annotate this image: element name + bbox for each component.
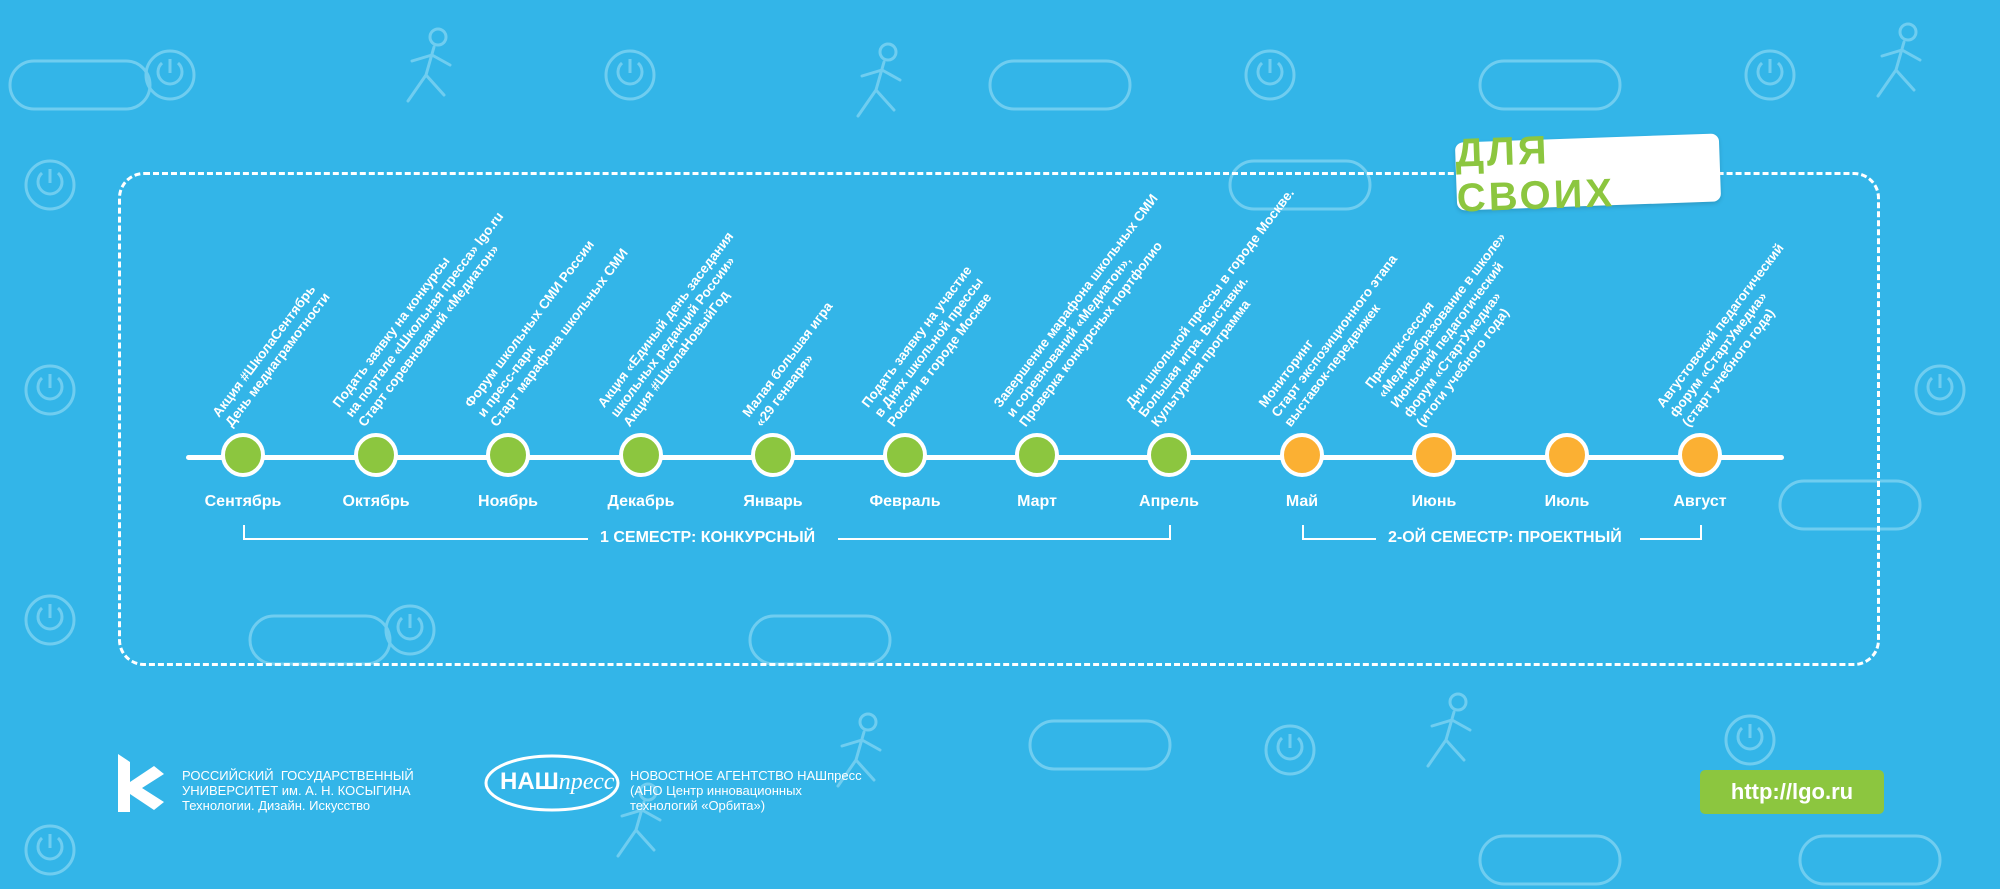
university-logo-icon (118, 754, 164, 812)
semester-bracket-line (838, 538, 1171, 540)
month-dot (1280, 433, 1324, 477)
month-label: Ноябрь (478, 493, 538, 510)
semester-bracket-tick (1169, 525, 1171, 539)
semester-bracket-tick (243, 525, 245, 539)
month-label: Октябрь (342, 493, 410, 510)
month-label: Июнь (1411, 493, 1457, 510)
month-label: Сентябрь (204, 493, 282, 510)
semester-bracket-line (1640, 538, 1702, 540)
semester-bracket-tick (1700, 525, 1702, 539)
nashpress-logo-a: НАШ (500, 768, 559, 795)
month-dot (1545, 433, 1589, 477)
month-label: Декабрь (607, 493, 675, 510)
semester-bracket-tick (1302, 525, 1304, 539)
month-dot (751, 433, 795, 477)
month-dot (486, 433, 530, 477)
nashpress-logo-ellipse (484, 754, 620, 812)
month-dot (354, 433, 398, 477)
timeline-line (186, 455, 1784, 460)
month-label: Май (1285, 493, 1319, 510)
month-dot (619, 433, 663, 477)
nashpress-logo: НАШпресс (500, 768, 614, 796)
nashpress-logo-b: пресс (558, 769, 615, 795)
month-label: Январь (743, 493, 803, 510)
month-label: Июль (1544, 493, 1590, 510)
semester-label: 1 СЕМЕСТР: КОНКУРСНЫЙ (600, 529, 816, 546)
month-dot (1147, 433, 1191, 477)
month-dot (1015, 433, 1059, 477)
month-dot (221, 433, 265, 477)
month-dot (1678, 433, 1722, 477)
month-label: Февраль (869, 493, 941, 510)
month-label: Март (1017, 493, 1057, 510)
university-name: РОССИЙСКИЙ ГОСУДАРСТВЕННЫЙ УНИВЕРСИТЕТ и… (182, 768, 414, 813)
month-dot (883, 433, 927, 477)
url-link[interactable]: http://lgo.ru (1700, 770, 1884, 814)
semester-bracket-line (1302, 538, 1376, 540)
agency-name: НОВОСТНОЕ АГЕНТСТВО НАШпресс (АНО Центр … (630, 768, 862, 813)
month-label: Август (1673, 493, 1727, 510)
dashed-frame (118, 172, 1880, 666)
badge-dlya-svoih: ДЛЯ СВОИХ (1455, 128, 1722, 221)
semester-label: 2-ОЙ СЕМЕСТР: ПРОЕКТНЫЙ (1388, 529, 1622, 546)
month-label: Апрель (1139, 493, 1199, 510)
month-dot (1412, 433, 1456, 477)
semester-bracket-line (243, 538, 588, 540)
